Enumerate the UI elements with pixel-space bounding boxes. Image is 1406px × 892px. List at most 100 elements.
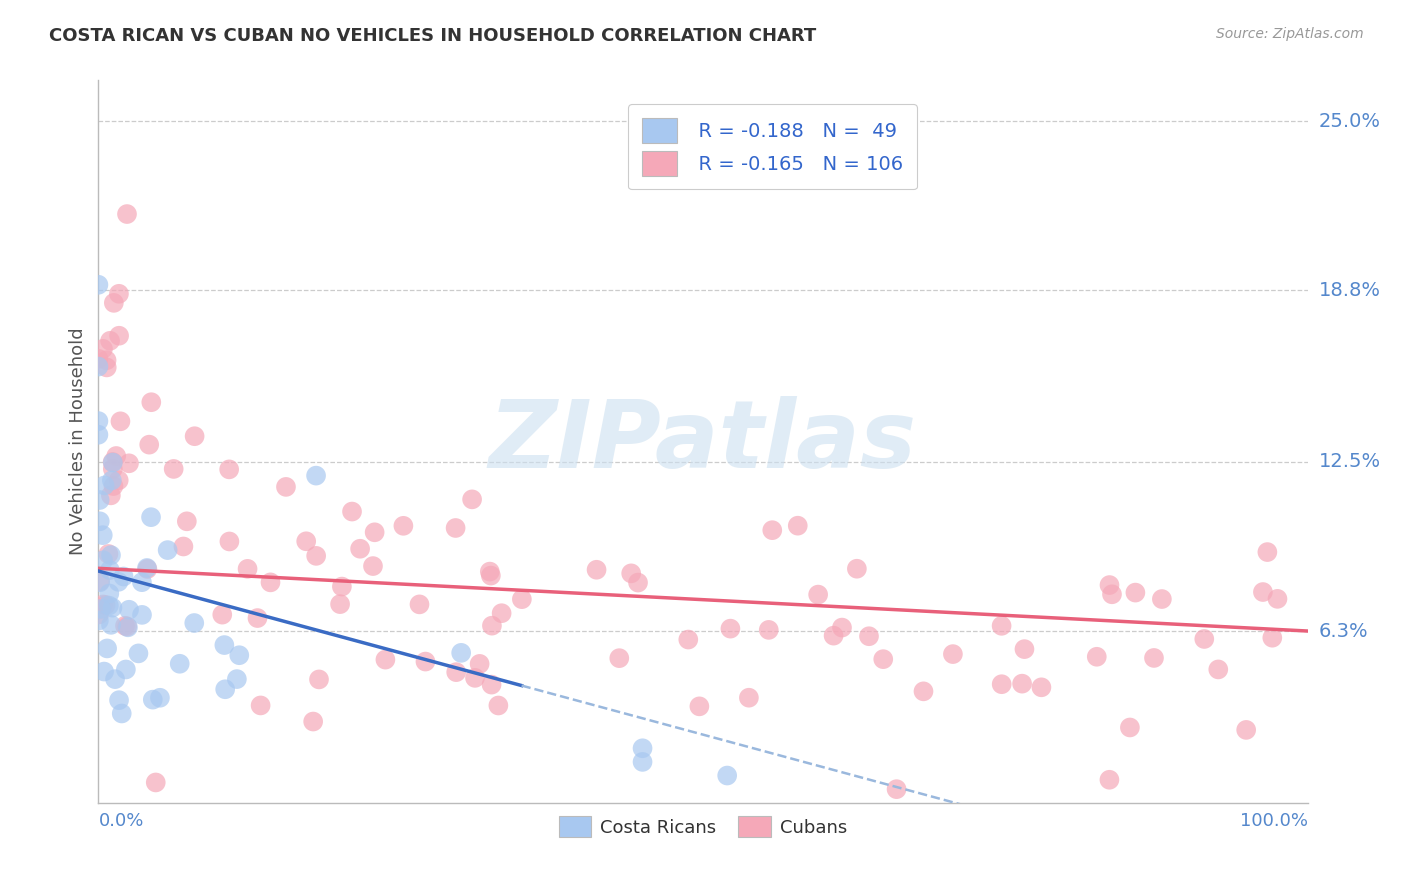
Point	[101, 462, 124, 476]
Point	[105, 449, 128, 463]
Point	[510, 592, 533, 607]
Point	[486, 698, 509, 713]
Point	[491, 606, 513, 620]
Point	[330, 580, 353, 594]
Point	[87, 359, 110, 374]
Point	[305, 549, 328, 563]
Text: 18.8%: 18.8%	[1319, 281, 1381, 300]
Point	[259, 575, 281, 590]
Point	[114, 619, 136, 633]
Point	[145, 775, 167, 789]
Point	[716, 768, 738, 782]
Point	[110, 414, 132, 428]
Point	[1267, 591, 1289, 606]
Point	[139, 510, 162, 524]
Point	[620, 566, 643, 581]
Point	[631, 755, 654, 769]
Point	[136, 561, 159, 575]
Point	[91, 528, 114, 542]
Point	[408, 598, 430, 612]
Point	[100, 617, 122, 632]
Point	[363, 525, 385, 540]
Point	[340, 504, 363, 518]
Point	[218, 462, 240, 476]
Point	[108, 693, 131, 707]
Point	[1206, 662, 1229, 676]
Point	[912, 684, 935, 698]
Point	[96, 360, 118, 375]
Point	[111, 706, 134, 721]
Point	[738, 690, 761, 705]
Point	[136, 562, 159, 576]
Text: 25.0%: 25.0%	[1319, 112, 1381, 130]
Point	[94, 598, 117, 612]
Point	[1011, 676, 1033, 690]
Text: 0.0%: 0.0%	[98, 813, 143, 830]
Point	[112, 569, 135, 583]
Point	[103, 479, 125, 493]
Point	[225, 672, 247, 686]
Point	[308, 673, 330, 687]
Point	[87, 351, 110, 366]
Point	[103, 296, 125, 310]
Point	[786, 518, 808, 533]
Point	[246, 611, 269, 625]
Point	[214, 638, 236, 652]
Point	[87, 277, 110, 292]
Point	[149, 690, 172, 705]
Point	[688, 699, 710, 714]
Point	[89, 514, 111, 528]
Point	[117, 620, 139, 634]
Point	[118, 456, 141, 470]
Text: COSTA RICAN VS CUBAN NO VEHICLES IN HOUSEHOLD CORRELATION CHART: COSTA RICAN VS CUBAN NO VEHICLES IN HOUS…	[49, 27, 817, 45]
Point	[481, 618, 503, 632]
Point	[1098, 578, 1121, 592]
Text: ZIPatlas: ZIPatlas	[489, 395, 917, 488]
Point	[156, 543, 179, 558]
Point	[131, 607, 153, 622]
Point	[93, 478, 115, 492]
Point	[87, 614, 110, 628]
Point	[142, 692, 165, 706]
Point	[214, 682, 236, 697]
Point	[1085, 649, 1108, 664]
Point	[87, 607, 110, 622]
Point	[761, 523, 783, 537]
Point	[96, 353, 118, 368]
Point	[115, 207, 138, 221]
Point	[104, 672, 127, 686]
Text: Source: ZipAtlas.com: Source: ZipAtlas.com	[1216, 27, 1364, 41]
Point	[468, 657, 491, 671]
Point	[172, 540, 194, 554]
Point	[169, 657, 191, 671]
Point	[392, 518, 415, 533]
Point	[444, 665, 467, 680]
Point	[89, 575, 111, 590]
Point	[872, 652, 894, 666]
Point	[1098, 772, 1121, 787]
Y-axis label: No Vehicles in Household: No Vehicles in Household	[69, 327, 87, 556]
Point	[1031, 681, 1053, 695]
Legend: Costa Ricans, Cubans: Costa Ricans, Cubans	[551, 809, 855, 845]
Point	[464, 671, 486, 685]
Point	[115, 619, 138, 633]
Point	[461, 492, 484, 507]
Point	[1143, 651, 1166, 665]
Point	[236, 562, 259, 576]
Point	[100, 548, 122, 562]
Point	[228, 648, 250, 663]
Point	[107, 473, 129, 487]
Point	[91, 598, 114, 612]
Point	[101, 474, 124, 488]
Point	[329, 597, 352, 611]
Point	[118, 603, 141, 617]
Point	[87, 427, 110, 442]
Point	[481, 678, 503, 692]
Point	[631, 741, 654, 756]
Point	[115, 663, 138, 677]
Point	[990, 677, 1012, 691]
Point	[107, 574, 129, 589]
Point	[478, 565, 501, 579]
Point	[990, 619, 1012, 633]
Point	[141, 395, 163, 409]
